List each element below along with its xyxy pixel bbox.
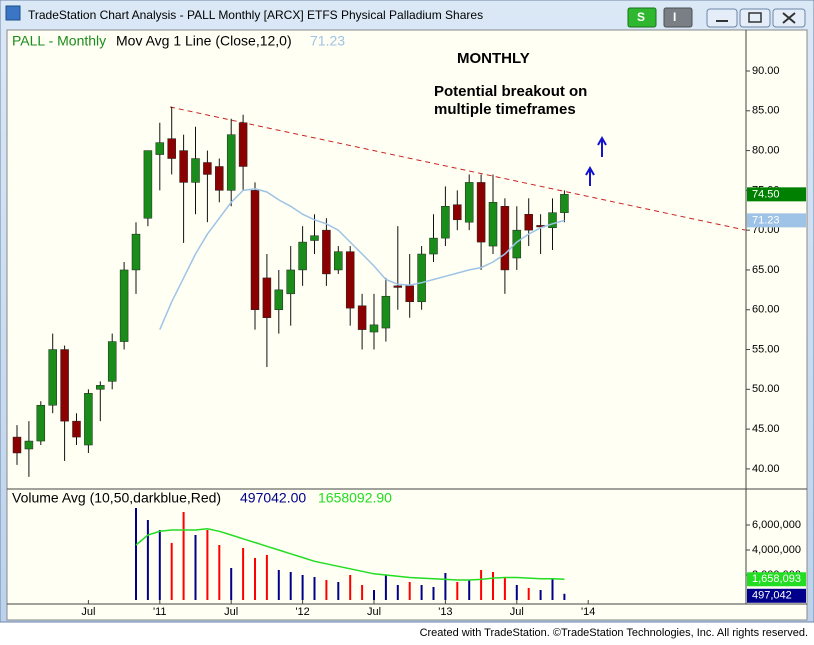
candle-body bbox=[560, 194, 569, 213]
readout-box bbox=[747, 572, 806, 587]
arrow bbox=[597, 135, 607, 157]
candle-body bbox=[369, 324, 379, 333]
candle-body bbox=[417, 253, 426, 303]
y-tick-label: 55.00 bbox=[752, 343, 780, 355]
candle-body bbox=[107, 341, 117, 382]
candle-body bbox=[191, 158, 200, 183]
line bbox=[135, 528, 565, 581]
candle-body bbox=[12, 436, 22, 454]
line bbox=[159, 188, 565, 330]
candle-body bbox=[60, 349, 69, 422]
candle-body bbox=[262, 277, 272, 318]
candle-body bbox=[203, 162, 212, 175]
candle-body bbox=[322, 229, 331, 275]
maximize-button[interactable] bbox=[739, 8, 771, 28]
candle-body bbox=[179, 150, 188, 183]
button-label[interactable]: I bbox=[673, 10, 676, 24]
readout-box-label: 497,042 bbox=[752, 590, 792, 602]
candle-body bbox=[393, 285, 403, 288]
annotation: MONTHLY bbox=[457, 50, 530, 67]
candle-body bbox=[36, 404, 46, 442]
candle-body bbox=[119, 269, 129, 342]
indicator-value: 71.23 bbox=[310, 33, 345, 49]
annotation: Potential breakout on bbox=[434, 83, 587, 100]
button[interactable] bbox=[627, 7, 657, 28]
button-label[interactable]: S bbox=[637, 10, 645, 24]
candle-body bbox=[476, 182, 486, 243]
volume-value: 497042.00 bbox=[240, 490, 306, 506]
last-price-box-label: 74.50 bbox=[752, 188, 780, 200]
arrow bbox=[585, 165, 595, 186]
candle-body bbox=[464, 182, 474, 223]
y-tick-label: 90.00 bbox=[752, 65, 780, 77]
button[interactable] bbox=[663, 7, 693, 28]
candle-body bbox=[429, 237, 438, 255]
candle-body bbox=[48, 349, 57, 406]
annotation: multiple timeframes bbox=[434, 101, 576, 118]
trend-line bbox=[169, 106, 746, 231]
y-tick-label: 40.00 bbox=[752, 463, 780, 475]
app-icon bbox=[5, 5, 21, 21]
x-tick-label: '12 bbox=[295, 606, 309, 618]
candle-body bbox=[405, 285, 414, 303]
y-tick-label: 60.00 bbox=[752, 304, 780, 316]
candle-body bbox=[298, 241, 307, 271]
candle-body bbox=[238, 122, 248, 167]
x-tick-label: Jul bbox=[367, 606, 381, 618]
readout-box-label: 1,658,093 bbox=[752, 573, 801, 585]
candle-body bbox=[548, 212, 557, 229]
y-tick-label: 65.00 bbox=[752, 264, 780, 276]
candle-body bbox=[512, 229, 522, 259]
y-tick-label: 45.00 bbox=[752, 423, 780, 435]
y-tick-label: 85.00 bbox=[752, 105, 780, 117]
candle-body bbox=[84, 393, 93, 446]
x-tick-label: '14 bbox=[581, 606, 595, 618]
candle-body bbox=[96, 385, 105, 390]
chart-area bbox=[6, 29, 808, 621]
candle-body bbox=[334, 251, 343, 271]
candle-body bbox=[488, 202, 498, 247]
candle-body bbox=[167, 138, 176, 159]
x-tick-label: Jul bbox=[224, 606, 238, 618]
window-title: TradeStation Chart Analysis - PALL Month… bbox=[28, 8, 483, 22]
candle-body bbox=[500, 206, 510, 271]
candle-body bbox=[310, 235, 319, 241]
candle-body bbox=[441, 206, 450, 239]
candle-body bbox=[274, 289, 284, 310]
candle-body bbox=[72, 420, 81, 438]
candle-body bbox=[286, 269, 295, 295]
y-tick-label: 6,000,000 bbox=[752, 519, 801, 531]
candle-body bbox=[357, 305, 367, 330]
candle-body bbox=[381, 295, 391, 329]
candle-body bbox=[524, 213, 533, 231]
candle-body bbox=[155, 142, 165, 155]
candle-body bbox=[215, 166, 224, 191]
ma-value-box-label: 71.23 bbox=[752, 214, 780, 226]
readout-box bbox=[747, 588, 806, 603]
ma-value-box bbox=[747, 213, 806, 228]
x-tick-label: Jul bbox=[81, 606, 95, 618]
y-tick-label: 4,000,000 bbox=[752, 544, 801, 556]
candle-body bbox=[250, 190, 260, 310]
candle-body bbox=[131, 233, 141, 271]
x-tick-label: '13 bbox=[438, 606, 452, 618]
volume-avg-value: 1658092.90 bbox=[318, 490, 392, 506]
candle-body bbox=[24, 440, 34, 450]
candle-body bbox=[143, 150, 153, 219]
y-tick-label: 50.00 bbox=[752, 383, 780, 395]
candle-body bbox=[453, 204, 462, 221]
x-tick-label: '11 bbox=[153, 606, 167, 618]
candle-body bbox=[345, 251, 355, 309]
last-price-box bbox=[747, 187, 806, 202]
footer: Created with TradeStation. ©TradeStation… bbox=[420, 627, 808, 639]
volume-label: Volume Avg (10,50,darkblue,Red) bbox=[12, 490, 221, 506]
symbol-label: PALL - Monthly bbox=[12, 33, 106, 49]
minimize-button[interactable] bbox=[706, 8, 738, 28]
indicator-label: Mov Avg 1 Line (Close,12,0) bbox=[116, 33, 292, 49]
y-tick-label: 80.00 bbox=[752, 144, 780, 156]
candle-body bbox=[226, 134, 236, 191]
x-tick-label: Jul bbox=[510, 606, 524, 618]
